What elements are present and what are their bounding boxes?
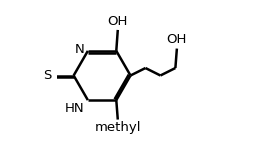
Text: OH: OH [108,15,128,28]
Text: HN: HN [65,102,85,115]
Text: S: S [44,69,52,82]
Text: methyl: methyl [95,121,141,134]
Text: OH: OH [167,33,187,46]
Text: N: N [74,43,84,56]
